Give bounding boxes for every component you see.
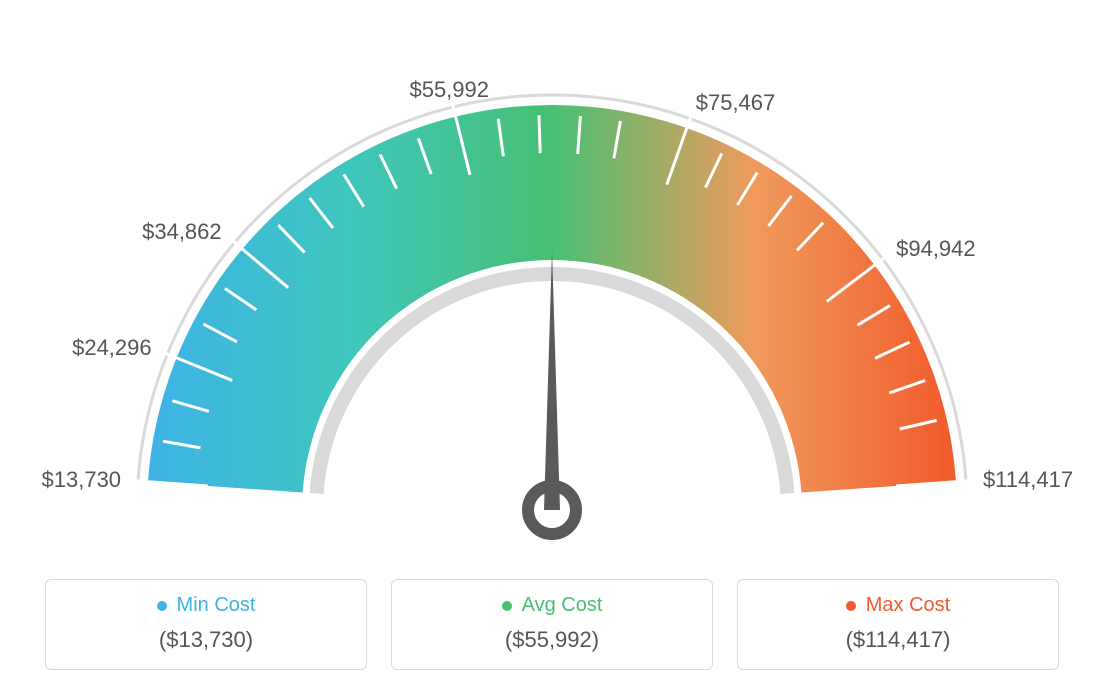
max-cost-card: Max Cost ($114,417) bbox=[737, 579, 1059, 670]
gauge-tick-label: $55,992 bbox=[409, 77, 489, 103]
avg-cost-value: ($55,992) bbox=[392, 627, 712, 653]
max-cost-title-row: Max Cost bbox=[846, 594, 950, 617]
gauge-tick-label: $13,730 bbox=[42, 467, 122, 493]
avg-cost-title-row: Avg Cost bbox=[502, 594, 603, 617]
summary-cards: Min Cost ($13,730) Avg Cost ($55,992) Ma… bbox=[0, 579, 1104, 670]
max-cost-dot bbox=[846, 601, 856, 611]
gauge-tick-label: $34,862 bbox=[142, 219, 222, 245]
gauge-tick-label: $114,417 bbox=[983, 467, 1073, 493]
avg-cost-dot bbox=[502, 601, 512, 611]
cost-gauge-widget: $13,730 $24,296 $34,862 $55,992 $75,467 $94,9… bbox=[0, 0, 1104, 690]
gauge-tick-label: $24,296 bbox=[72, 335, 152, 361]
minor-tick bbox=[539, 115, 540, 153]
max-cost-title: Max Cost bbox=[866, 594, 950, 617]
min-cost-dot bbox=[157, 601, 167, 611]
avg-cost-card: Avg Cost ($55,992) bbox=[391, 579, 713, 670]
min-cost-title: Min Cost bbox=[177, 594, 256, 617]
gauge-area: $13,730 $24,296 $34,862 $55,992 $75,467 $94,9… bbox=[0, 0, 1104, 560]
gauge-tick-label: $75,467 bbox=[696, 90, 776, 116]
gauge-needle bbox=[544, 250, 560, 510]
avg-cost-title: Avg Cost bbox=[522, 594, 603, 617]
max-cost-value: ($114,417) bbox=[738, 627, 1058, 653]
gauge-tick-label: $94,942 bbox=[896, 236, 976, 262]
min-cost-card: Min Cost ($13,730) bbox=[45, 579, 367, 670]
min-cost-value: ($13,730) bbox=[46, 627, 366, 653]
gauge-svg bbox=[0, 0, 1104, 560]
min-cost-title-row: Min Cost bbox=[157, 594, 256, 617]
